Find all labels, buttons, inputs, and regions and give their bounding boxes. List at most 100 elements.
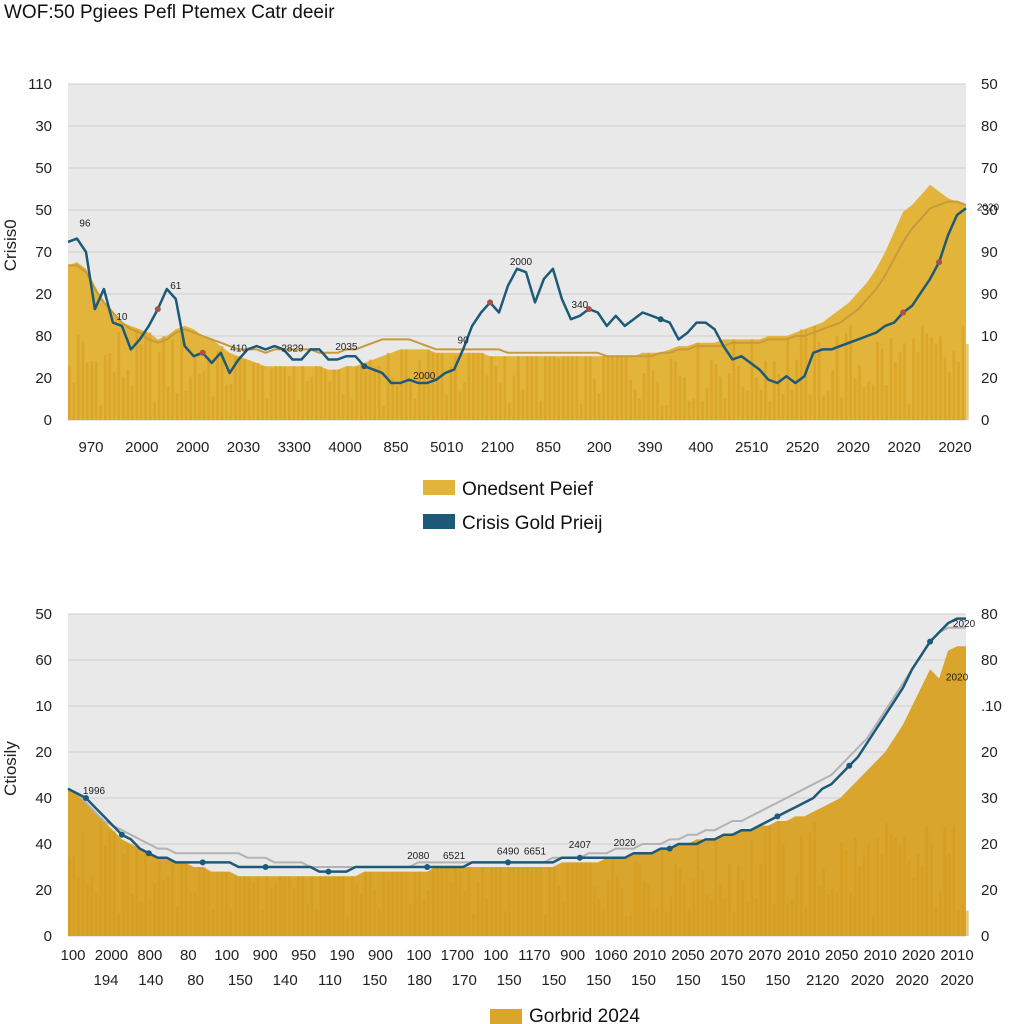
bar [746, 902, 749, 936]
bar [216, 871, 219, 936]
top-legend: Onedsent Peief Crisis Gold Prieĳ [423, 479, 602, 534]
x-tick-label: 2020 [902, 947, 935, 964]
bar [885, 385, 888, 420]
bar [660, 405, 664, 420]
bar [198, 867, 201, 936]
bar [252, 363, 255, 420]
y-tick-label-right: 0 [981, 928, 989, 945]
bar [458, 391, 462, 420]
x-tick-label: 400 [688, 439, 713, 456]
bar [687, 400, 691, 420]
bar [472, 352, 475, 420]
x-tick-label: 200 [587, 439, 612, 456]
bar [741, 880, 745, 936]
bar [350, 876, 354, 936]
bar [597, 393, 601, 420]
bar [750, 839, 754, 936]
bar [602, 356, 605, 420]
bar [108, 830, 112, 936]
bar [584, 862, 588, 936]
bar [94, 361, 98, 420]
bar [279, 876, 282, 936]
x-tick-label: 150 [676, 972, 701, 989]
bar [382, 871, 385, 936]
bar [297, 876, 300, 936]
bar [934, 343, 938, 420]
bar [701, 870, 704, 936]
bar [400, 871, 403, 936]
x-tick-label: 2120 [806, 972, 839, 989]
bar [184, 862, 188, 936]
y-tick-label-left: 40 [35, 790, 52, 807]
legend-swatch-line [423, 514, 455, 529]
bar [288, 375, 291, 420]
x-tick-label: 150 [228, 972, 253, 989]
bar [548, 356, 552, 420]
bar [903, 836, 906, 936]
x-tick-label: 140 [138, 972, 163, 989]
bar [112, 831, 116, 936]
bar [764, 827, 767, 936]
bar [575, 862, 579, 936]
data-annotation: 2020 [614, 838, 637, 849]
bar [606, 878, 610, 936]
bar [229, 383, 233, 420]
bar [611, 356, 614, 420]
bar [243, 876, 246, 936]
bar [750, 339, 754, 420]
bar [822, 869, 825, 936]
data-annotation: 1996 [83, 786, 106, 797]
x-tick-label: 194 [93, 972, 118, 989]
bar [943, 826, 947, 936]
bar [189, 892, 192, 936]
bar [552, 867, 556, 936]
bar [157, 351, 161, 420]
y-tick-label-right: 30 [981, 202, 998, 219]
bar [476, 881, 480, 936]
y-tick-label-right: 20 [981, 370, 998, 387]
bar [220, 871, 224, 936]
bar [166, 386, 170, 420]
data-marker [199, 859, 206, 866]
bar [130, 385, 134, 420]
bar [790, 899, 794, 936]
data-marker [487, 299, 494, 306]
x-tick-label: 2520 [786, 439, 819, 456]
x-tick-label: 2000 [95, 947, 128, 964]
bar [418, 360, 421, 420]
data-marker [846, 762, 853, 769]
bar [94, 893, 98, 936]
bar [180, 326, 183, 420]
y-tick-label-right: 80 [981, 118, 998, 135]
bar [835, 892, 839, 936]
bar [368, 871, 372, 936]
bar [840, 397, 843, 420]
bar [130, 894, 134, 936]
bar [517, 356, 520, 420]
bar [889, 337, 893, 420]
bar [862, 387, 866, 420]
bar [315, 909, 318, 936]
bar [323, 369, 327, 420]
bar [252, 882, 255, 936]
bar [889, 833, 893, 936]
bar [543, 914, 547, 936]
data-marker [262, 864, 269, 870]
bar [777, 821, 781, 936]
bar [952, 825, 956, 936]
y-axis-label: Crisis0 [1, 219, 20, 271]
bar [180, 862, 183, 936]
x-tick-label: 150 [497, 972, 522, 989]
bar [786, 904, 790, 936]
x-tick-label: 900 [560, 947, 585, 964]
bar [68, 366, 71, 420]
bar [772, 361, 776, 420]
y-axis-label: Ctiosily [1, 741, 20, 796]
bar [139, 901, 143, 936]
bar [463, 890, 466, 936]
bar [431, 867, 435, 936]
y-tick-label-right: .10 [981, 698, 1002, 715]
bar [279, 366, 282, 420]
bar [930, 844, 933, 936]
bar [355, 883, 359, 936]
